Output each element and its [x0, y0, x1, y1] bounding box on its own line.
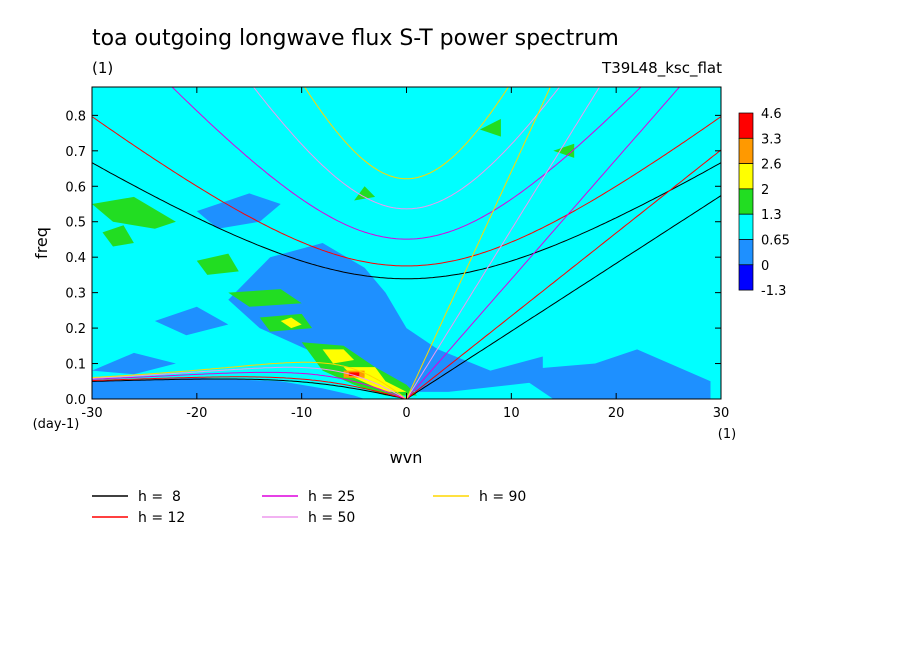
dispersion-curves: [92, 87, 721, 399]
legend-label: h = 50: [308, 510, 355, 526]
legend-label: h = 12: [138, 510, 185, 526]
colorbar-level-label: 3.3: [761, 132, 782, 147]
x-axis-ticks: -30 -20 -10 0 10 20 30: [81, 87, 729, 421]
inertia-gravity-curve-h50: [252, 87, 561, 210]
contour-region-12: [354, 186, 376, 201]
colorbar-level-label: 4.6: [761, 107, 782, 122]
chart-subtitle-left: (1): [92, 59, 113, 77]
y-unit-label: (day-1): [33, 417, 80, 432]
colorbar-swatch: [738, 163, 754, 190]
colorbar-level-label: 2: [761, 183, 769, 198]
colorbar-level-label: 0: [761, 259, 769, 274]
inertia-gravity-curve-h12: [92, 116, 721, 267]
colorbar-swatch: [738, 264, 754, 291]
contour-region-8: [196, 253, 239, 275]
colorbar-swatch: [738, 112, 754, 139]
y-tick-label: 0.0: [65, 393, 86, 408]
y-tick-label: 0.1: [65, 358, 86, 373]
y-tick-label: 0.5: [65, 216, 86, 231]
kelvin-curve-h8: [406, 195, 721, 399]
y-tick-label: 0.2: [65, 322, 86, 337]
colorbar: 4.6 3.3 2.6 2 1.3 0.65 0 -1.3: [738, 107, 790, 299]
contour-region-0: [92, 377, 365, 399]
legend: h = 8 h = 12 h = 25 h = 50 h = 90: [92, 489, 526, 526]
colorbar-level-label: 1.3: [761, 208, 782, 223]
y-tick-label: 0.3: [65, 287, 86, 302]
rossby-curve-h12: [92, 376, 407, 399]
colorbar-level-label: -1.3: [761, 284, 786, 299]
y-tick-label: 0.6: [65, 180, 86, 195]
inertia-gravity-curve-h90: [304, 87, 509, 180]
kelvin-curve-h25: [406, 87, 681, 399]
x-tick-label: -20: [186, 406, 207, 421]
legend-label: h = 25: [308, 489, 355, 505]
colorbar-level-label: 2.6: [761, 158, 782, 173]
contour-region-13: [479, 118, 501, 137]
legend-label: h = 8: [138, 489, 181, 505]
legend-label: h = 90: [479, 489, 526, 505]
rossby-curve-h8: [92, 378, 407, 399]
y-tick-label: 0.4: [65, 251, 86, 266]
colorbar-swatch: [738, 188, 754, 215]
kelvin-curve-h50: [406, 87, 601, 399]
inertia-gravity-curve-h25: [171, 87, 642, 240]
x-tick-label: -30: [81, 406, 102, 421]
y-tick-label: 0.8: [65, 109, 86, 124]
chart-title: toa outgoing longwave flux S-T power spe…: [92, 26, 619, 51]
contour-region-4: [92, 352, 176, 375]
y-axis-ticks: 0.0 0.1 0.2 0.3 0.4 0.5 0.6 0.7 0.8: [65, 109, 721, 408]
x-axis-label: wvn: [390, 448, 423, 467]
x-tick-label: -10: [291, 406, 312, 421]
contour-region-6: [92, 196, 176, 229]
rossby-curve-h90: [92, 361, 407, 399]
x-unit-label: (1): [718, 427, 736, 442]
kelvin-curve-h90: [406, 87, 551, 399]
x-tick-label: 20: [608, 406, 625, 421]
contour-region-3: [511, 349, 711, 399]
contour-region-5: [154, 306, 229, 336]
inertia-gravity-curve-h8: [92, 162, 721, 280]
kelvin-curve-h12: [406, 149, 721, 399]
colorbar-swatch: [738, 239, 754, 266]
contour-region-7: [102, 225, 134, 247]
rossby-curve-h25: [92, 371, 407, 399]
x-tick-label: 0: [402, 406, 410, 421]
y-axis-label: freq: [32, 227, 51, 259]
x-tick-label: 30: [713, 406, 730, 421]
colorbar-swatch: [738, 137, 754, 164]
contour-region-15: [322, 349, 355, 364]
contour-region-17: [280, 317, 302, 329]
x-tick-label: 10: [503, 406, 520, 421]
chart-subtitle-right: T39L48_ksc_flat: [601, 59, 722, 78]
y-tick-label: 0.7: [65, 145, 86, 160]
colorbar-level-label: 0.65: [761, 234, 790, 249]
contour-region-1: [228, 243, 543, 392]
rossby-curve-h50: [92, 366, 407, 399]
contour-region-9: [228, 289, 302, 307]
colorbar-swatch: [738, 213, 754, 240]
